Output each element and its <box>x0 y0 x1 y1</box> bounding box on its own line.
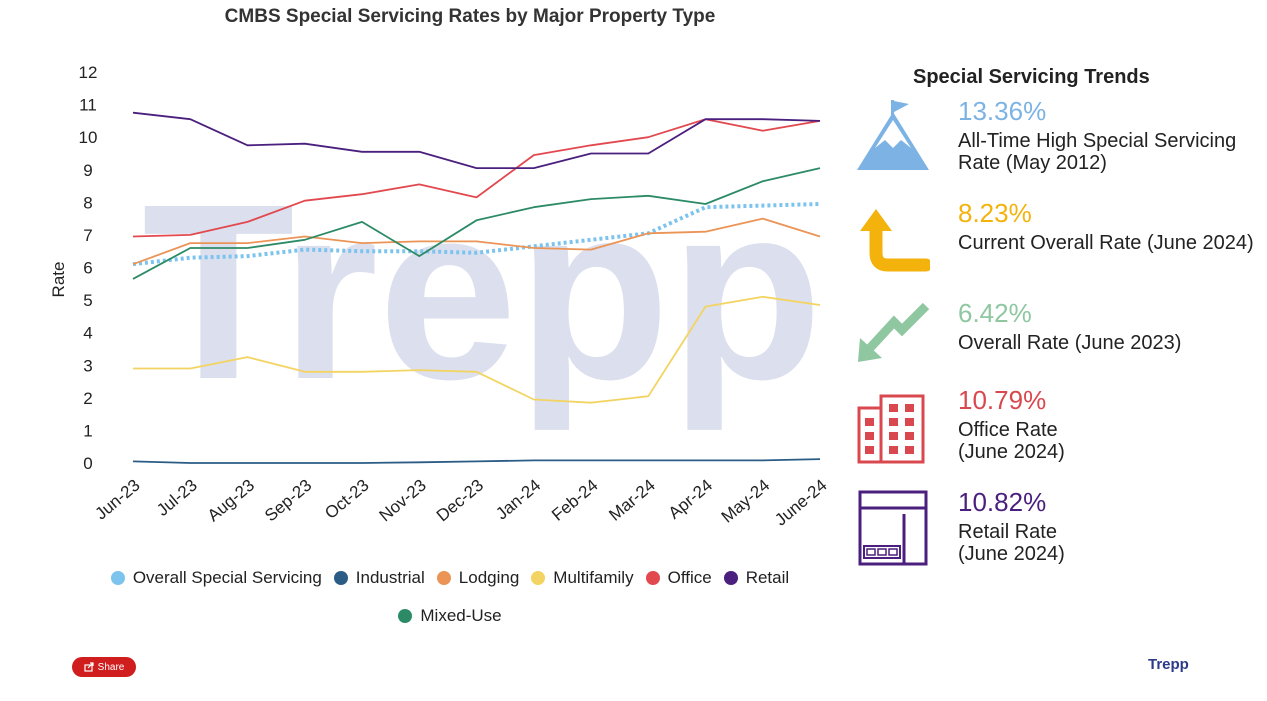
legend-label: Multifamily <box>553 568 634 587</box>
y-tick-label: 6 <box>83 259 92 278</box>
trend-value: 10.82% <box>958 487 1047 517</box>
office-building-icon <box>857 394 925 464</box>
legend-swatch <box>723 571 738 585</box>
trend-label: Current Overall Rate (June 2024) <box>958 232 1254 254</box>
trepp-logo: Trepp <box>1148 656 1189 673</box>
mountain-flag-icon <box>857 100 929 170</box>
watermark-logo: Trepp <box>142 152 823 431</box>
chart-title: CMBS Special Servicing Rates by Major Pr… <box>224 6 716 27</box>
y-tick-label: 5 <box>83 291 92 310</box>
legend-swatch <box>531 571 546 585</box>
series-line-retail <box>132 111 821 170</box>
share-label: Share <box>97 661 125 673</box>
x-tick-label: Mar-24 <box>605 476 658 525</box>
y-tick-label: 10 <box>79 128 98 147</box>
legend-swatch <box>110 571 125 585</box>
x-tick-label: Dec-23 <box>433 476 487 526</box>
y-tick-label: 9 <box>83 161 92 180</box>
y-tick-label: 11 <box>79 96 97 115</box>
legend-label: Office <box>667 568 712 587</box>
arrow-up-turn-icon <box>860 209 930 272</box>
trend-office-rate: 10.79% Office Rate (June 2024) <box>958 385 1258 463</box>
series-line-lodging <box>132 217 821 266</box>
y-tick-label: 7 <box>83 226 92 245</box>
y-tick-label: 12 <box>79 63 98 82</box>
legend-label: Overall Special Servicing <box>132 568 322 587</box>
trend-down-arrow-icon <box>858 302 930 362</box>
x-tick-label: Oct-23 <box>321 476 372 523</box>
y-tick-label: 1 <box>83 421 92 440</box>
trend-label: Overall Rate (June 2023) <box>958 332 1182 354</box>
trend-all-time-high: 13.36% All-Time High Special Servicing R… <box>958 96 1258 174</box>
series-line-multifamily <box>133 295 821 404</box>
y-tick-label: 8 <box>83 193 92 212</box>
trend-label: Office Rate (June 2024) <box>958 419 1065 463</box>
legend-item[interactable]: Mixed-Use <box>398 606 502 626</box>
trend-overall-2023: 6.42% Overall Rate (June 2023) <box>958 298 1258 354</box>
legend-swatch <box>645 571 660 585</box>
x-tick-label: Aug-23 <box>204 476 258 526</box>
trend-value: 10.79% <box>958 385 1047 415</box>
trend-value: 8.23% <box>958 198 1032 228</box>
series-line-industrial <box>132 458 821 464</box>
legend-item[interactable]: Retail <box>723 568 790 588</box>
share-icon <box>84 662 94 672</box>
x-tick-label: Sep-23 <box>261 476 315 526</box>
legend-label: Mixed-Use <box>420 606 502 625</box>
trends-title: Special Servicing Trends <box>913 66 1150 88</box>
legend-swatch <box>333 571 348 585</box>
trend-current-overall: 8.23% Current Overall Rate (June 2024) <box>958 198 1258 254</box>
trend-label: All-Time High Special Servicing Rate (Ma… <box>958 130 1237 174</box>
x-tick-label: Jan-24 <box>492 476 544 524</box>
y-axis-label: Rate <box>49 262 68 298</box>
x-tick-label: Jun-23 <box>92 476 144 524</box>
legend-label: Retail <box>745 568 790 587</box>
x-tick-label: June-24 <box>771 476 830 530</box>
legend-label: Lodging <box>458 568 520 587</box>
legend-swatch <box>436 571 451 585</box>
series-line-mixed-use <box>132 167 821 280</box>
trend-value: 13.36% <box>958 96 1047 126</box>
y-tick-label: 0 <box>83 454 92 473</box>
x-tick-label: May-24 <box>718 476 774 527</box>
share-button[interactable]: Share <box>72 657 136 677</box>
x-tick-label: Feb-24 <box>548 476 601 525</box>
x-tick-label: Jul-23 <box>153 476 201 520</box>
y-tick-label: 4 <box>83 324 92 343</box>
legend-item[interactable]: Office <box>645 568 712 588</box>
trend-retail-rate: 10.82% Retail Rate (June 2024) <box>958 487 1258 565</box>
x-tick-label: Nov-23 <box>376 476 430 526</box>
legend: Overall Special Servicing Industrial Lodgi… <box>60 568 840 626</box>
legend-item[interactable]: Overall Special Servicing <box>110 568 322 588</box>
legend-label: Industrial <box>355 568 425 587</box>
series-line-overall-special-servicing <box>132 202 821 267</box>
legend-item[interactable]: Multifamily <box>531 568 634 588</box>
trend-value: 6.42% <box>958 298 1032 328</box>
y-tick-label: 3 <box>83 356 92 375</box>
legend-swatch <box>398 609 413 623</box>
legend-item[interactable]: Industrial <box>333 568 425 588</box>
x-tick-label: Apr-24 <box>665 476 716 523</box>
storefront-icon <box>858 490 928 566</box>
trend-label: Retail Rate (June 2024) <box>958 521 1065 565</box>
y-tick-label: 2 <box>83 389 92 408</box>
legend-item[interactable]: Lodging <box>436 568 520 588</box>
